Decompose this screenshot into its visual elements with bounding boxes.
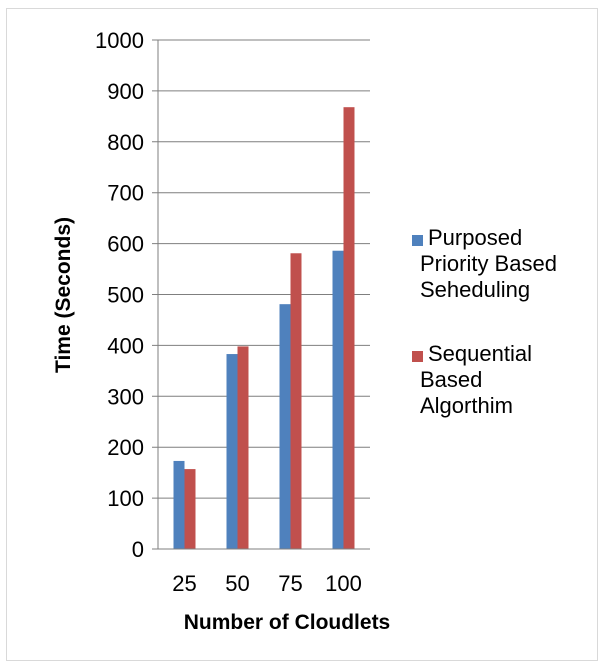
y-tick-label: 300 (107, 384, 144, 409)
legend-label: Purposed Priority Based Seheduling (420, 225, 557, 302)
legend-swatch (412, 351, 423, 362)
y-tick-label: 100 (107, 486, 144, 511)
y-tick-label: 900 (107, 79, 144, 104)
y-tick-label: 1000 (95, 28, 144, 53)
y-tick-label: 800 (107, 130, 144, 155)
y-tick-label: 0 (132, 537, 144, 562)
y-axis-title: Time (Seconds) (52, 217, 75, 373)
y-tick-label: 400 (107, 333, 144, 358)
x-tick-labels: 25 50 75 100 (172, 571, 362, 596)
bar-sequential-100 (343, 107, 355, 550)
bar-priority-25 (173, 460, 185, 549)
x-axis-title: Number of Cloudlets (184, 611, 391, 634)
bar-sequential-50 (237, 346, 249, 549)
axes (152, 40, 370, 550)
x-tick-label: 75 (278, 571, 302, 596)
legend-swatch (412, 235, 423, 246)
bar-sequential-75 (290, 253, 302, 549)
legend-label: Sequential Based Algorthim (420, 341, 532, 418)
bar-priority-100 (332, 250, 344, 549)
bar-priority-50 (226, 354, 238, 549)
legend-item-sequential: Sequential Based Algorthim (412, 341, 532, 418)
y-tick-label: 600 (107, 232, 144, 257)
x-tick-label: 25 (172, 571, 196, 596)
legend-item-priority: Purposed Priority Based Seheduling (412, 225, 557, 302)
x-tick-label: 100 (325, 571, 362, 596)
y-tick-label: 500 (107, 283, 144, 308)
bar-priority-75 (279, 304, 291, 549)
x-tick-label: 50 (225, 571, 249, 596)
chart-frame (6, 8, 598, 661)
bar-sequential-25 (184, 469, 196, 549)
y-tick-label: 700 (107, 181, 144, 206)
legend: Purposed Priority Based Seheduling Sequenti… (412, 225, 557, 418)
y-tick-label: 200 (107, 435, 144, 460)
y-tick-labels: 0 100 200 300 400 500 600 700 800 900 1000 (95, 28, 144, 562)
bars (173, 107, 355, 550)
